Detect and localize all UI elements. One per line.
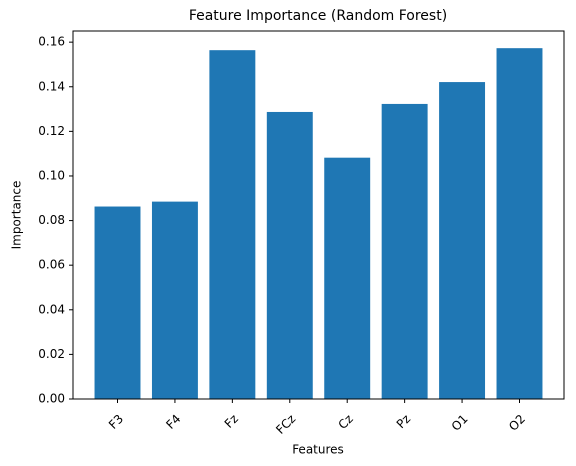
bar [209,50,256,400]
bar [266,111,313,400]
x-tick-label: Pz [394,412,413,431]
y-tick-label: 0.06 [38,258,65,272]
y-tick-label: 0.14 [38,79,65,93]
x-tick-label: F4 [163,412,183,432]
bar [381,103,428,399]
bar [94,206,141,399]
bar [496,48,543,399]
y-axis-label: Importance [10,181,24,250]
x-tick-label: O2 [506,412,528,434]
x-axis-label: Features [292,443,344,457]
chart-title: Feature Importance (Random Forest) [189,8,447,24]
y-tick-label: 0.04 [38,302,65,316]
plot-frame [72,30,565,400]
bar [151,201,198,399]
bar [439,82,486,399]
x-tick-label: O1 [449,412,471,434]
x-tick-label: Cz [336,412,356,432]
x-tick-label: F3 [106,412,126,432]
y-tick-label: 0.02 [38,347,65,361]
y-tick-label: 0.16 [38,35,65,49]
bar [324,157,371,399]
y-tick-label: 0.12 [38,124,65,138]
x-tick-label: Fz [222,412,241,431]
y-tick-label: 0.00 [38,392,65,406]
y-tick-label: 0.10 [38,168,65,182]
y-tick-label: 0.08 [38,213,65,227]
x-tick-label: FCz [273,412,298,437]
